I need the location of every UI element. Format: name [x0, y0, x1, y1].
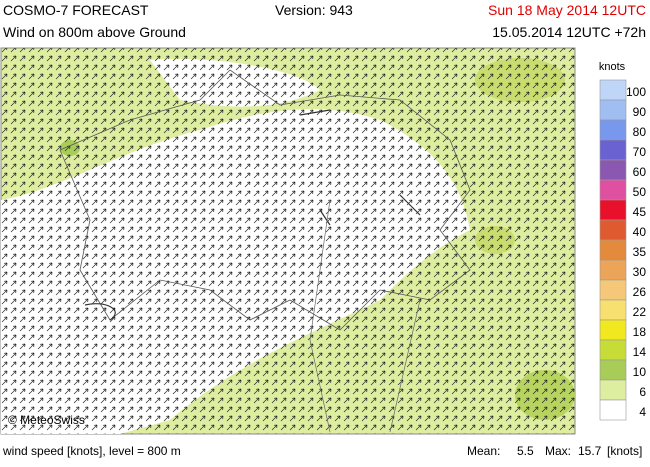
- mean-label: Mean:: [467, 444, 500, 458]
- footer-variable: wind speed [knots], level = 800 m: [2, 444, 181, 458]
- legend-label: 60: [633, 165, 647, 179]
- legend-label: 70: [633, 145, 647, 159]
- legend-swatch: [599, 219, 627, 241]
- legend-label: 14: [633, 345, 647, 359]
- map: © MeteoSwiss: [0, 47, 576, 435]
- legend-label: 80: [633, 125, 647, 139]
- legend-swatch: [599, 199, 627, 221]
- legend-swatch: [599, 99, 627, 121]
- legend-swatch: [599, 379, 627, 401]
- mean-value: 5.5: [517, 444, 534, 458]
- max-label: Max:: [545, 444, 571, 458]
- legend-swatch: [599, 339, 627, 361]
- title: COSMO-7 FORECAST: [3, 2, 149, 18]
- legend-swatch: [599, 279, 627, 301]
- legend-swatch: [599, 319, 627, 341]
- unit: [knots]: [607, 444, 642, 458]
- legend-swatch: [599, 159, 627, 181]
- legend-label: 26: [633, 285, 647, 299]
- legend-swatch: [599, 179, 627, 201]
- legend-label: 4: [639, 405, 646, 419]
- subtitle: Wind on 800m above Ground: [3, 24, 186, 40]
- legend-label: 6: [639, 385, 646, 399]
- legend-swatch: [599, 359, 627, 381]
- legend-swatch: [599, 239, 627, 261]
- legend-label: 18: [633, 325, 647, 339]
- legend-label: 100: [626, 85, 646, 99]
- legend-label: 30: [633, 265, 647, 279]
- legend-label: 90: [633, 105, 647, 119]
- copyright: © MeteoSwiss: [8, 413, 85, 427]
- legend: knots 100 90 80 70 60 50 45 40 35 30 26 22 18 14 10 6 4: [599, 61, 647, 421]
- legend-swatch: [599, 399, 627, 421]
- legend-swatch: [599, 79, 627, 101]
- max-value: 15.7: [578, 444, 602, 458]
- legend-label: 10: [633, 365, 647, 379]
- legend-swatch: [599, 139, 627, 161]
- legend-label: 35: [633, 245, 647, 259]
- legend-label: 22: [633, 305, 647, 319]
- valid-time: Sun 18 May 2014 12UTC: [488, 2, 646, 18]
- legend-unit: knots: [599, 61, 626, 73]
- legend-label: 50: [633, 185, 647, 199]
- legend-swatch: [599, 259, 627, 281]
- legend-swatch: [599, 299, 627, 321]
- legend-label: 40: [633, 225, 647, 239]
- version: Version: 943: [275, 2, 353, 18]
- legend-label: 45: [633, 205, 647, 219]
- run-time: 15.05.2014 12UTC +72h: [492, 24, 646, 40]
- legend-swatch: [599, 119, 627, 141]
